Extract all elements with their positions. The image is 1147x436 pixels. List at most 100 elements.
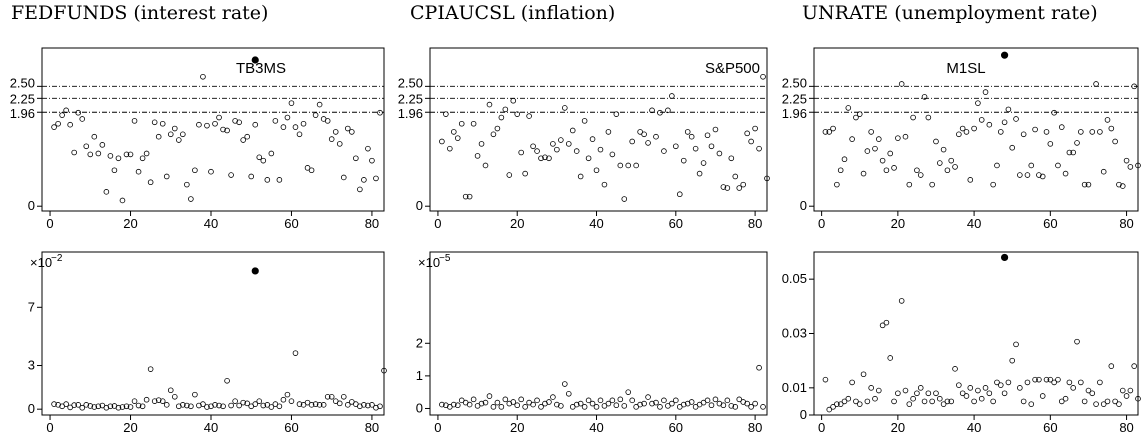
data-point (577, 400, 584, 407)
data-point (1112, 138, 1118, 145)
data-point (959, 390, 966, 397)
x-tick-label: 40 (967, 420, 981, 435)
data-point (724, 185, 731, 191)
data-point (1013, 341, 1019, 348)
data-point (736, 396, 743, 403)
data-point (268, 404, 275, 410)
data-point (155, 133, 162, 140)
data-point (872, 395, 878, 402)
data-point (708, 402, 715, 409)
data-point (997, 382, 1004, 388)
data-point (891, 398, 897, 405)
data-point (538, 404, 544, 410)
scale-exponent: −5 (439, 253, 451, 264)
highlighted-point (251, 267, 259, 275)
data-point (921, 398, 928, 405)
data-point (1116, 181, 1122, 188)
data-point (188, 196, 194, 202)
data-point (573, 148, 580, 154)
data-point (192, 167, 198, 174)
data-point (212, 120, 218, 127)
data-point (163, 402, 170, 408)
data-point (308, 167, 315, 174)
data-point (123, 151, 130, 158)
data-point (940, 401, 947, 407)
data-point (208, 168, 214, 175)
data-point (1100, 401, 1107, 407)
x-tick-label: 60 (284, 420, 298, 435)
data-point (59, 112, 65, 118)
data-point (748, 404, 754, 410)
data-point (581, 404, 588, 410)
data-point (143, 150, 150, 157)
scale-label: ×10 (30, 255, 52, 270)
data-point (240, 137, 246, 143)
data-point (328, 136, 335, 142)
data-point (236, 119, 242, 126)
data-point (1028, 401, 1035, 407)
data-point (506, 172, 513, 178)
data-point (316, 101, 323, 108)
y-tick-label: 2 (416, 335, 423, 350)
data-point (228, 402, 234, 409)
data-point (95, 150, 102, 157)
y-tick-label: 0.05 (782, 271, 807, 286)
data-point (159, 398, 166, 404)
x-tick-label: 20 (510, 216, 524, 231)
highlighted-point (1000, 253, 1009, 262)
data-point (593, 404, 600, 410)
data-point (340, 394, 347, 400)
data-point (107, 153, 114, 159)
data-point (617, 396, 624, 403)
y-tick-label: 0.01 (782, 380, 807, 395)
data-point (990, 398, 996, 405)
data-point (688, 399, 695, 405)
data-point (192, 391, 198, 398)
data-point (530, 143, 536, 150)
data-point (276, 403, 283, 410)
data-point (1116, 401, 1122, 407)
series-label: M1SL (946, 60, 985, 77)
data-point (868, 129, 874, 135)
scale-exponent: −2 (51, 253, 63, 264)
data-point (466, 193, 473, 200)
data-point (498, 114, 505, 121)
x-tick-label: 80 (365, 216, 379, 231)
data-point (167, 387, 174, 394)
data-point (252, 401, 259, 407)
data-point (256, 398, 263, 404)
data-point (657, 109, 663, 116)
data-point (236, 402, 242, 409)
data-point (63, 107, 69, 114)
data-point (933, 390, 939, 397)
data-point (1131, 363, 1137, 369)
data-point (917, 385, 924, 391)
data-point (732, 173, 739, 180)
data-point (621, 403, 628, 409)
data-point (936, 395, 943, 402)
data-point (561, 381, 568, 387)
data-point (558, 403, 564, 409)
data-point (377, 109, 383, 116)
data-point (883, 167, 890, 174)
data-point (887, 150, 894, 157)
data-point (1032, 376, 1038, 383)
data-point (494, 399, 501, 406)
x-tick-label: 60 (284, 216, 298, 231)
data-point (220, 126, 226, 133)
data-point (921, 94, 928, 100)
data-point (1058, 398, 1065, 405)
data-point (151, 119, 158, 126)
data-point (605, 129, 612, 135)
data-point (925, 114, 932, 121)
data-point (336, 400, 343, 407)
data-point (621, 196, 628, 202)
x-tick-label: 40 (589, 420, 603, 435)
data-point (494, 125, 501, 132)
data-point (669, 400, 675, 407)
data-point (593, 167, 600, 174)
column-title-cpiaucsl: CPIAUCSL (inflation) (410, 2, 616, 24)
data-point (268, 150, 275, 157)
data-point (641, 400, 647, 407)
data-point (1074, 140, 1080, 146)
